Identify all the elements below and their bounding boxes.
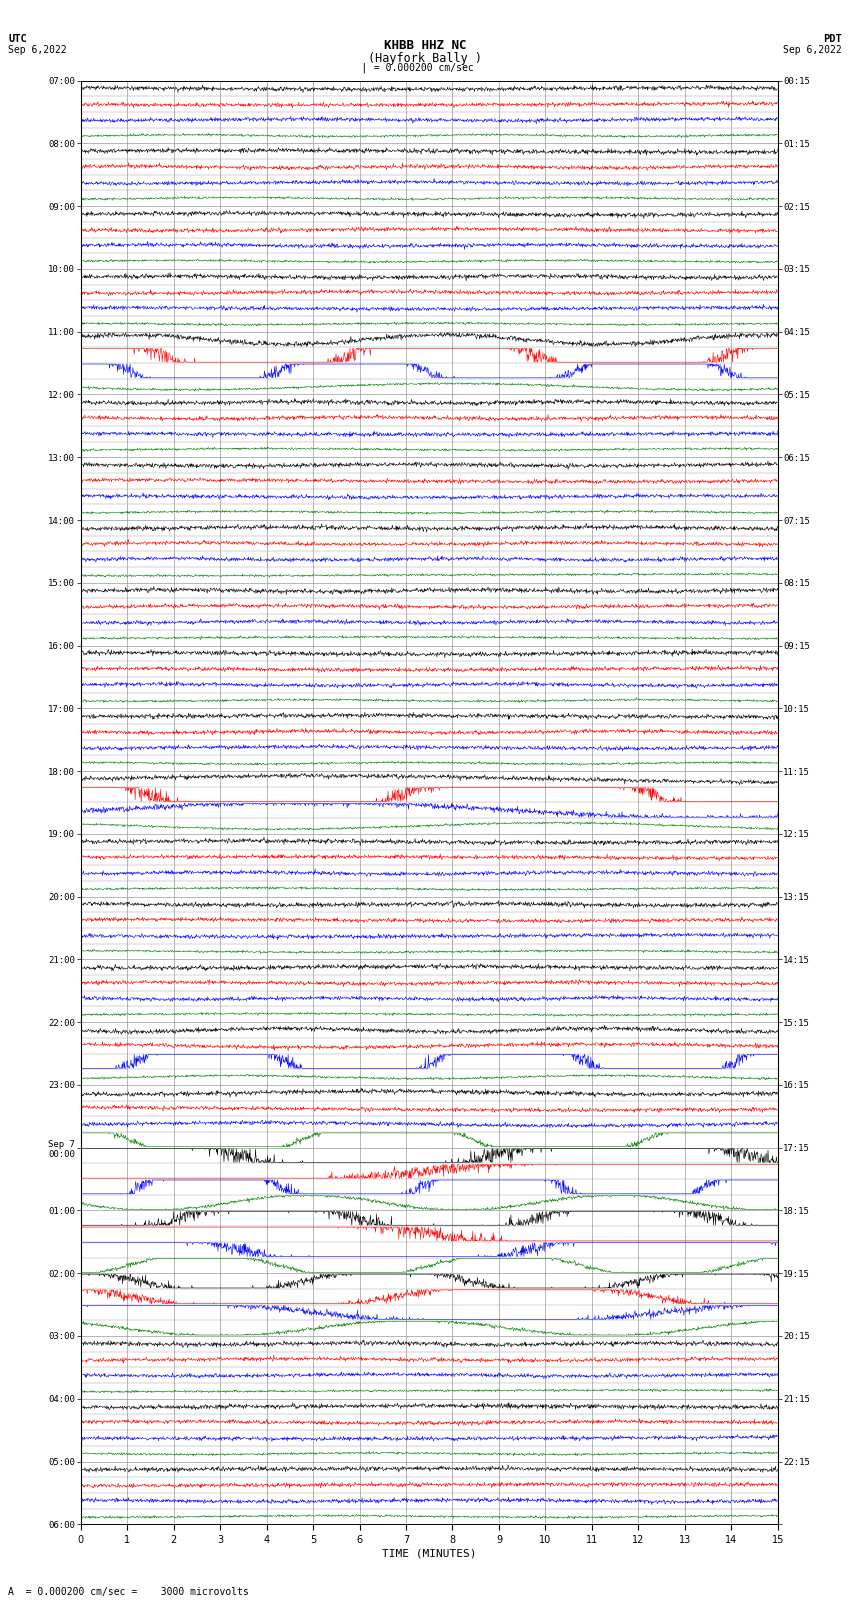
- Text: KHBB HHZ NC: KHBB HHZ NC: [383, 39, 467, 52]
- Text: Sep 6,2022: Sep 6,2022: [783, 45, 842, 55]
- Text: Sep 6,2022: Sep 6,2022: [8, 45, 67, 55]
- Text: PDT: PDT: [823, 34, 842, 44]
- Text: UTC: UTC: [8, 34, 27, 44]
- Text: A  = 0.000200 cm/sec =    3000 microvolts: A = 0.000200 cm/sec = 3000 microvolts: [8, 1587, 249, 1597]
- Text: |: |: [360, 63, 367, 74]
- X-axis label: TIME (MINUTES): TIME (MINUTES): [382, 1548, 477, 1558]
- Text: = 0.000200 cm/sec: = 0.000200 cm/sec: [368, 63, 473, 73]
- Text: (Hayfork Bally ): (Hayfork Bally ): [368, 52, 482, 65]
